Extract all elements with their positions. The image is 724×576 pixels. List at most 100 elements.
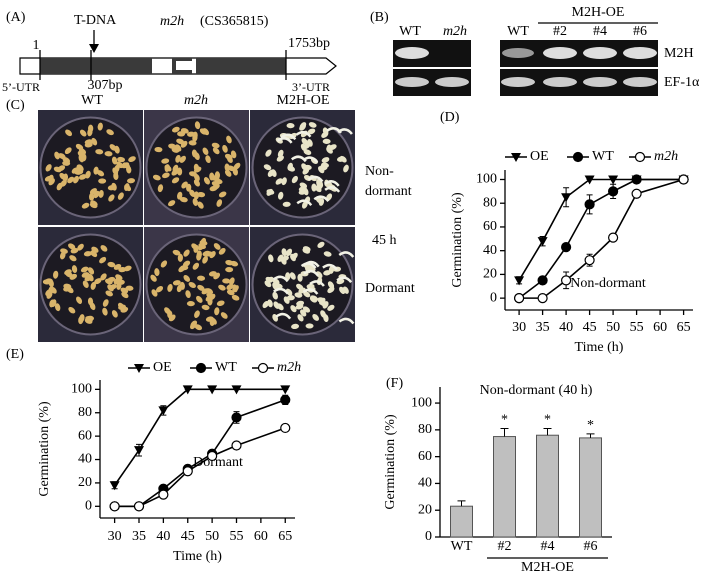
y-tick-label: 0 (425, 529, 432, 544)
seed (321, 131, 329, 138)
annotation: Non-dormant (570, 276, 646, 291)
seed (194, 310, 200, 318)
seed (205, 295, 213, 302)
seed (75, 169, 84, 175)
seedling (300, 262, 317, 269)
marker (182, 385, 193, 395)
seed (42, 279, 51, 285)
utr-label: 5’-UTR (2, 80, 40, 94)
x-tick-label: 45 (583, 320, 597, 335)
x-tick-label: WT (451, 539, 473, 554)
seed (267, 169, 274, 177)
seed (79, 129, 87, 137)
seed (222, 278, 231, 284)
seed (121, 291, 129, 299)
seed (168, 143, 177, 149)
seed (151, 289, 158, 297)
seed (150, 274, 157, 282)
panel-label: (A) (6, 10, 26, 25)
seed (81, 202, 90, 209)
seed (218, 247, 226, 255)
seed (89, 202, 98, 209)
seed (128, 156, 136, 163)
seed (311, 183, 317, 192)
seed (180, 140, 188, 148)
seed (188, 140, 197, 146)
seed (95, 149, 104, 155)
seed (69, 273, 78, 280)
panel-label: (E) (6, 347, 24, 362)
column-label: WT (81, 93, 103, 108)
seed (113, 263, 122, 270)
seed (167, 283, 173, 292)
seed (326, 144, 332, 153)
seed (86, 315, 95, 321)
seed (172, 280, 181, 286)
seed (299, 122, 307, 130)
seedling (303, 269, 320, 277)
x-tick-label: #2 (498, 539, 512, 554)
marker (231, 440, 242, 451)
seed (301, 137, 308, 146)
lane-label: WT (507, 24, 529, 39)
marker (514, 276, 525, 286)
seedling (280, 133, 297, 141)
seed (183, 249, 190, 257)
seed (273, 301, 280, 309)
seed (85, 170, 91, 179)
utr-label: 3’-UTR (292, 80, 330, 94)
seed (287, 165, 296, 172)
seed (196, 250, 202, 259)
seedling (338, 317, 355, 325)
x-tick-label: 50 (205, 529, 219, 544)
marker (231, 385, 242, 395)
seed (111, 182, 117, 191)
x-tick-label: 55 (230, 529, 244, 544)
seedling (296, 199, 313, 207)
seed (190, 322, 197, 330)
seed (179, 281, 185, 290)
x-tick-label: 60 (653, 320, 667, 335)
seed (305, 323, 314, 329)
panel-label: (F) (386, 376, 403, 391)
seedling (272, 275, 289, 283)
seed (189, 189, 196, 197)
seed (53, 270, 59, 279)
seed (281, 177, 287, 186)
lane-label: m2h (443, 24, 467, 39)
seed (48, 178, 55, 186)
y-tick-label: 80 (483, 195, 497, 210)
seed (315, 271, 323, 279)
seedling (326, 127, 342, 134)
y-axis-label: Germination (%) (37, 401, 52, 497)
column-label: m2h (184, 93, 208, 108)
seed (171, 169, 179, 176)
lane-label: #6 (633, 24, 647, 39)
seed (186, 301, 195, 307)
seed (66, 286, 74, 294)
seed (277, 191, 284, 200)
seed (275, 178, 283, 185)
seed (114, 164, 120, 173)
seed (79, 314, 85, 323)
seed (152, 174, 161, 181)
y-tick-label: 20 (418, 502, 432, 517)
seed (62, 173, 69, 182)
seed (108, 194, 115, 202)
row-label: EF-1α (664, 75, 700, 90)
seed (283, 296, 290, 304)
seed (322, 301, 329, 309)
x-tick-label: 30 (108, 529, 122, 544)
seed (297, 273, 303, 282)
y-tick-label: 60 (418, 449, 432, 464)
y-tick-label: 60 (78, 428, 92, 443)
seed (172, 126, 180, 133)
seed (100, 245, 108, 252)
position-label: 307bp (88, 78, 123, 93)
x-axis-label: Time (h) (575, 340, 624, 355)
seed (226, 283, 234, 291)
seed (265, 276, 274, 283)
legend-marker (634, 151, 646, 163)
condition-label: Non- (365, 164, 394, 179)
seed (105, 290, 113, 297)
